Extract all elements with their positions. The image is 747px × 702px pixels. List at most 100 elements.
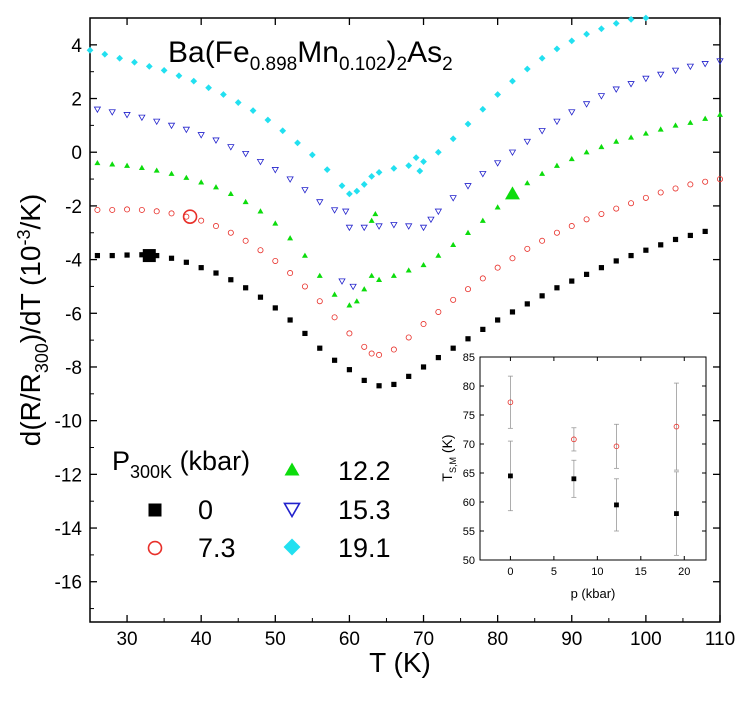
data-point [287, 270, 294, 277]
data-point [101, 50, 109, 58]
data-point [464, 120, 472, 128]
data-point [420, 321, 427, 328]
legend-marker-15.3 [283, 502, 301, 519]
data-point [227, 144, 235, 151]
data-point [480, 326, 486, 332]
y-tick-label: 2 [71, 90, 82, 111]
data-point [243, 285, 249, 291]
data-point [412, 154, 420, 161]
data-point [687, 119, 694, 125]
data-point [464, 286, 471, 293]
data-point [613, 138, 620, 144]
data-point [227, 229, 234, 236]
data-point [272, 305, 278, 311]
inset-data-point [507, 399, 514, 406]
data-point [368, 272, 375, 278]
data-point [628, 200, 635, 207]
data-point [338, 182, 346, 190]
inset-y-tick-label: 80 [463, 381, 475, 393]
data-point [213, 184, 219, 190]
data-point [123, 112, 131, 119]
data-point [301, 252, 308, 258]
legend-entry-2: 12.2 [338, 456, 391, 486]
highlight-marker [142, 249, 156, 263]
y-tick-label: 0 [71, 143, 82, 164]
x-tick-label: 60 [339, 629, 360, 650]
inset-chart: 0 5 10 15 20 50 55 60 65 70 75 80 85 p (kbar) TS,M (… [439, 352, 707, 601]
legend-marker-0 [148, 503, 162, 517]
data-point [272, 220, 279, 226]
data-point [598, 210, 605, 217]
x-tick-label: 90 [561, 629, 582, 650]
data-point [241, 150, 250, 158]
data-point [416, 167, 424, 175]
data-point [554, 285, 560, 291]
data-point [524, 180, 531, 186]
data-point [154, 252, 160, 259]
inset-data-point [673, 423, 680, 430]
data-point [360, 224, 368, 232]
data-point [286, 176, 294, 183]
chart-title: Ba(Fe0.898Mn0.102)2As2 [168, 36, 453, 75]
data-point [538, 54, 546, 62]
legend-title: P300K (kbar) [112, 446, 250, 482]
data-point [256, 159, 265, 166]
data-point [390, 272, 397, 278]
data-point [494, 264, 501, 271]
data-point [627, 15, 635, 23]
data-point [479, 171, 487, 178]
data-point [361, 343, 368, 350]
data-point [657, 126, 664, 132]
legend-entry-0: 0 [198, 495, 213, 525]
inset-data-point [508, 473, 513, 479]
data-point [465, 336, 471, 342]
data-point [390, 346, 397, 353]
series-12.2 [94, 111, 723, 308]
y-tick-label: -12 [55, 465, 82, 486]
data-point [108, 109, 116, 116]
x-tick-label: 70 [413, 629, 434, 650]
data-point [109, 161, 116, 167]
inset-y-tick-label: 50 [463, 555, 475, 567]
data-point [257, 294, 264, 300]
data-point [568, 155, 575, 162]
legend-marker-19.1 [283, 538, 301, 556]
inset-x-tick-label: 20 [678, 566, 690, 578]
data-point [450, 296, 457, 303]
data-point [612, 19, 620, 27]
data-point [182, 126, 191, 134]
main-axis-ticks: 30 40 50 60 70 80 90 100 110420-2-4-6-8-10-12-14… [55, 17, 735, 650]
data-point [213, 270, 219, 276]
data-point [524, 301, 530, 307]
data-point [405, 223, 413, 230]
highlight-marker [504, 186, 520, 200]
data-point [372, 210, 379, 217]
data-point [94, 252, 101, 259]
data-point [376, 276, 383, 282]
data-point [316, 298, 323, 305]
data-point [539, 170, 546, 176]
inset-x-tick-label: 10 [591, 566, 603, 578]
data-point [449, 135, 457, 143]
data-point [479, 105, 487, 113]
data-point [345, 224, 354, 232]
series-7.3 [94, 176, 724, 358]
data-point [331, 314, 338, 321]
data-point [465, 229, 471, 235]
inset-x-tick-label: 15 [635, 566, 647, 578]
data-point [249, 107, 257, 114]
data-point [405, 267, 412, 273]
data-point [524, 245, 531, 252]
data-point [183, 174, 190, 180]
inset-y-tick-label: 70 [463, 439, 475, 451]
x-tick-label: 40 [191, 629, 212, 650]
data-point [212, 137, 220, 144]
data-point [538, 128, 546, 135]
y-axis-label: d(R/R300)/dT (10-3/K) [14, 194, 52, 447]
data-point [287, 317, 293, 323]
data-point [702, 115, 709, 121]
data-point [205, 84, 212, 92]
data-point [153, 208, 160, 215]
data-point [583, 30, 590, 38]
